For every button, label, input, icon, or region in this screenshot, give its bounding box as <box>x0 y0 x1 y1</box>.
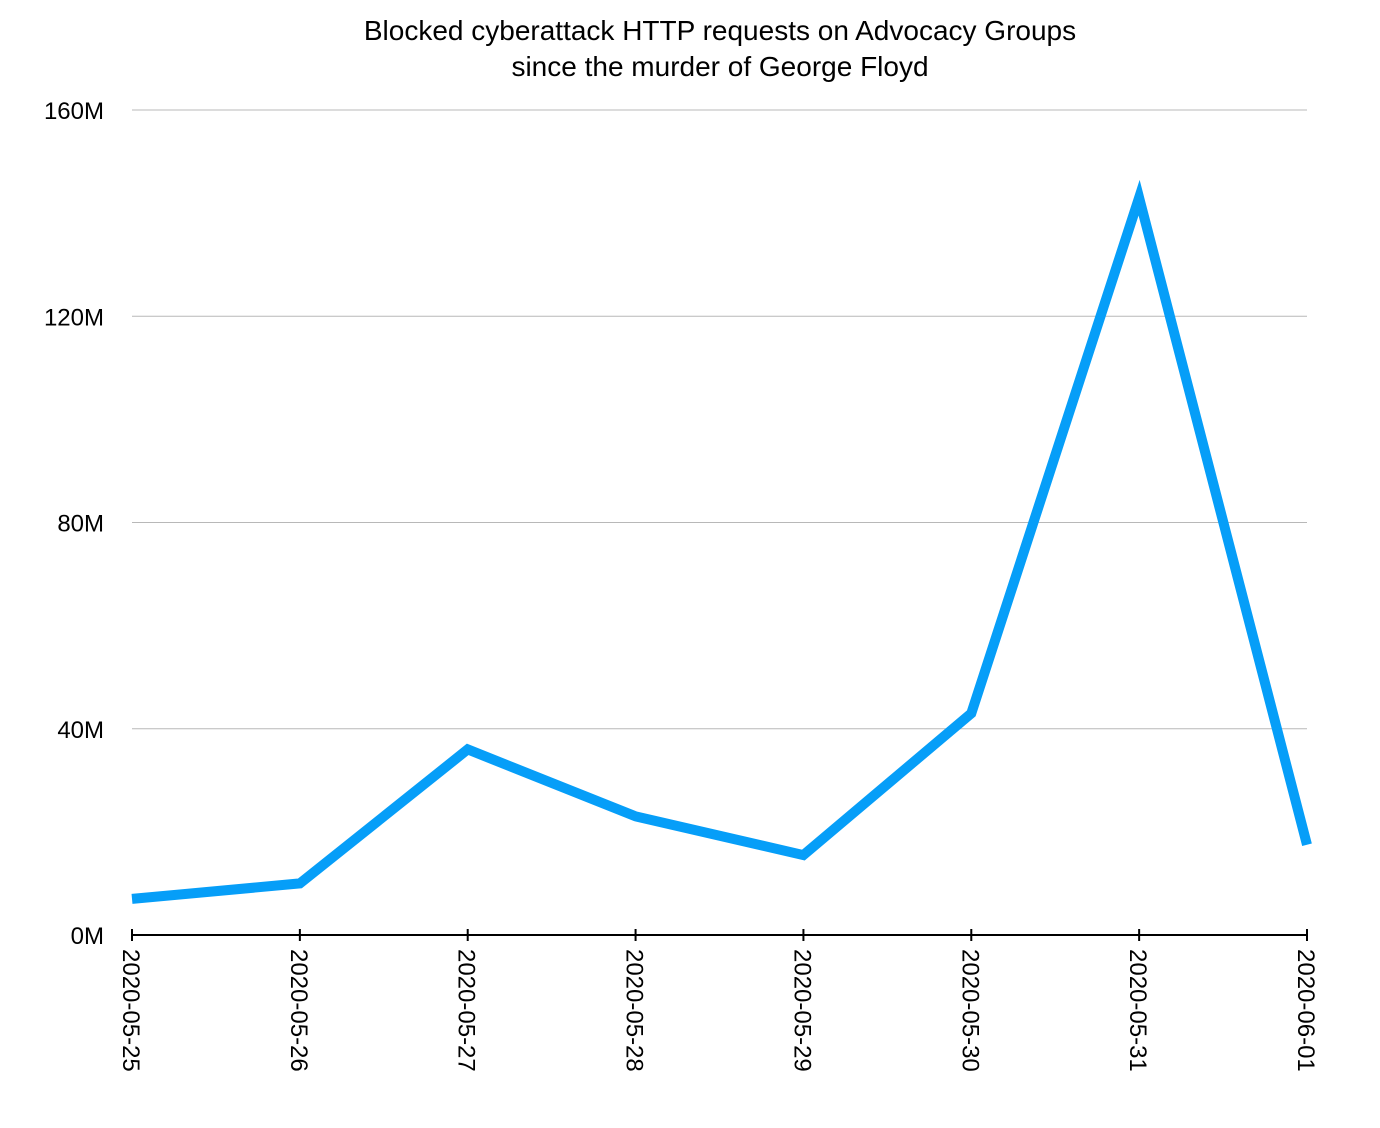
x-tick-label: 2020-05-27 <box>453 949 480 1072</box>
x-tick-label: 2020-05-30 <box>956 949 983 1072</box>
x-tick-label: 2020-05-25 <box>117 949 144 1072</box>
y-tick-label: 40M <box>57 717 104 744</box>
y-tick-label: 0M <box>71 923 104 950</box>
gridlines <box>132 109 1307 730</box>
chart-title-line-1: Blocked cyberattack HTTP requests on Adv… <box>364 15 1076 46</box>
y-axis-tick-labels: 0M 40M 80M 120M 160M <box>44 98 104 950</box>
series-group <box>131 179 1312 904</box>
x-tick-label: 2020-05-26 <box>285 949 312 1072</box>
x-tick-label: 2020-05-28 <box>621 949 648 1072</box>
x-tick-label: 2020-05-31 <box>1124 949 1151 1072</box>
x-axis-tick-labels: 2020-05-25 2020-05-26 2020-05-27 2020-05-28… <box>117 949 1319 1072</box>
y-tick-label: 120M <box>44 304 104 331</box>
x-tick-label: 2020-05-29 <box>788 949 815 1072</box>
y-tick-label: 80M <box>57 511 104 538</box>
series-line <box>131 179 1312 904</box>
x-tick-label: 2020-06-01 <box>1292 949 1319 1072</box>
chart-title-line-2: since the murder of George Floyd <box>511 51 928 82</box>
y-tick-label: 160M <box>44 98 104 125</box>
x-axis <box>131 929 1308 941</box>
